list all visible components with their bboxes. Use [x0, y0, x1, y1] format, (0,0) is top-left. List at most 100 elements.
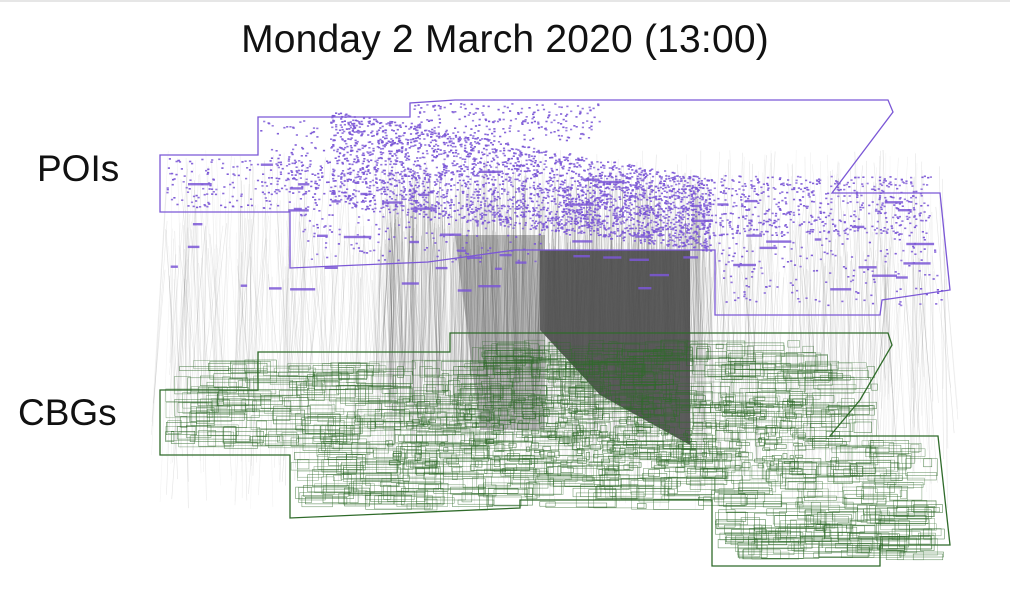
link-line: [805, 239, 821, 463]
poi-point: [534, 188, 537, 191]
poi-point: [364, 197, 367, 199]
link-line: [637, 194, 640, 372]
poi-point: [626, 199, 629, 201]
poi-point: [622, 239, 625, 242]
poi-point: [507, 143, 510, 146]
poi-point: [671, 171, 674, 174]
poi-point: [405, 159, 408, 161]
poi-point: [365, 173, 368, 176]
poi-point: [353, 203, 356, 205]
poi-point: [606, 177, 609, 180]
link-line: [414, 172, 420, 410]
link-line: [689, 259, 710, 461]
poi-point: [580, 159, 583, 162]
poi-point: [624, 210, 627, 212]
poi-point: [427, 186, 430, 189]
poi-point: [669, 226, 672, 228]
poi-point: [547, 217, 550, 220]
poi-point: [705, 250, 708, 252]
poi-point: [458, 136, 461, 139]
link-line: [243, 184, 252, 466]
link-line: [573, 265, 585, 380]
poi-point: [550, 167, 553, 170]
poi-point: [574, 215, 577, 217]
link-line: [606, 199, 611, 442]
poi-point: [418, 142, 421, 144]
poi-point: [522, 204, 526, 207]
poi-point: [338, 159, 341, 162]
link-line: [389, 205, 400, 376]
poi-point: [516, 170, 519, 172]
link-line: [455, 153, 463, 446]
link-line: [700, 169, 707, 454]
poi-point: [570, 223, 573, 225]
poi-point: [344, 116, 347, 118]
poi-point: [472, 193, 475, 196]
poi-point: [651, 240, 654, 242]
cbg-boundary: [726, 511, 747, 522]
poi-point: [394, 199, 397, 201]
poi-point: [612, 204, 615, 207]
link-line: [431, 210, 440, 404]
poi-point: [341, 121, 344, 123]
poi-point: [481, 221, 484, 224]
poi-point: [361, 167, 364, 169]
poi-point: [499, 213, 502, 216]
link-line: [453, 213, 457, 380]
poi-point: [401, 146, 404, 148]
poi-point: [601, 199, 604, 201]
poi-point: [538, 172, 542, 175]
poi-point: [450, 188, 453, 191]
poi-point: [463, 150, 467, 152]
poi-point: [610, 201, 613, 204]
link-line: [428, 197, 445, 502]
poi-point: [493, 200, 496, 202]
poi-point: [481, 153, 485, 156]
cbg-boundary: [715, 512, 748, 525]
poi-point: [631, 189, 634, 191]
link-line: [632, 174, 643, 369]
cbg-boundary: [392, 452, 406, 460]
link-line: [539, 182, 549, 468]
poi-point: [663, 184, 666, 187]
poi-point: [368, 187, 371, 189]
link-line: [603, 237, 613, 376]
link-line: [316, 226, 334, 417]
poi-point: [573, 230, 576, 232]
poi-point: [363, 178, 366, 181]
link-line: [165, 230, 177, 395]
link-line: [172, 279, 187, 463]
link-line: [493, 222, 497, 474]
link-line: [863, 211, 874, 423]
poi-point: [545, 150, 548, 153]
poi-point: [357, 190, 360, 193]
link-line: [506, 225, 515, 363]
link-line: [596, 154, 602, 499]
poi-point: [335, 128, 338, 131]
poi-point: [692, 238, 695, 241]
poi-point: [350, 171, 353, 174]
poi-point: [614, 217, 617, 219]
poi-point: [412, 145, 415, 147]
link-line: [463, 252, 483, 446]
poi-point: [698, 213, 701, 216]
poi-point: [456, 209, 459, 212]
cbg-boundary: [738, 482, 773, 491]
poi-point: [379, 210, 382, 213]
poi-point: [591, 163, 594, 165]
link-line: [870, 247, 887, 381]
poi-point: [369, 181, 372, 183]
poi-point: [657, 208, 660, 211]
link-line: [214, 184, 218, 415]
poi-point: [439, 187, 442, 189]
link-line: [337, 185, 349, 382]
poi-point: [590, 161, 593, 163]
poi-point: [549, 172, 552, 175]
poi-point: [423, 199, 426, 201]
link-line: [401, 215, 411, 414]
poi-point: [390, 183, 393, 186]
poi-point: [547, 195, 550, 198]
poi-point: [546, 202, 550, 204]
link-line: [180, 183, 189, 394]
link-line: [689, 183, 695, 362]
